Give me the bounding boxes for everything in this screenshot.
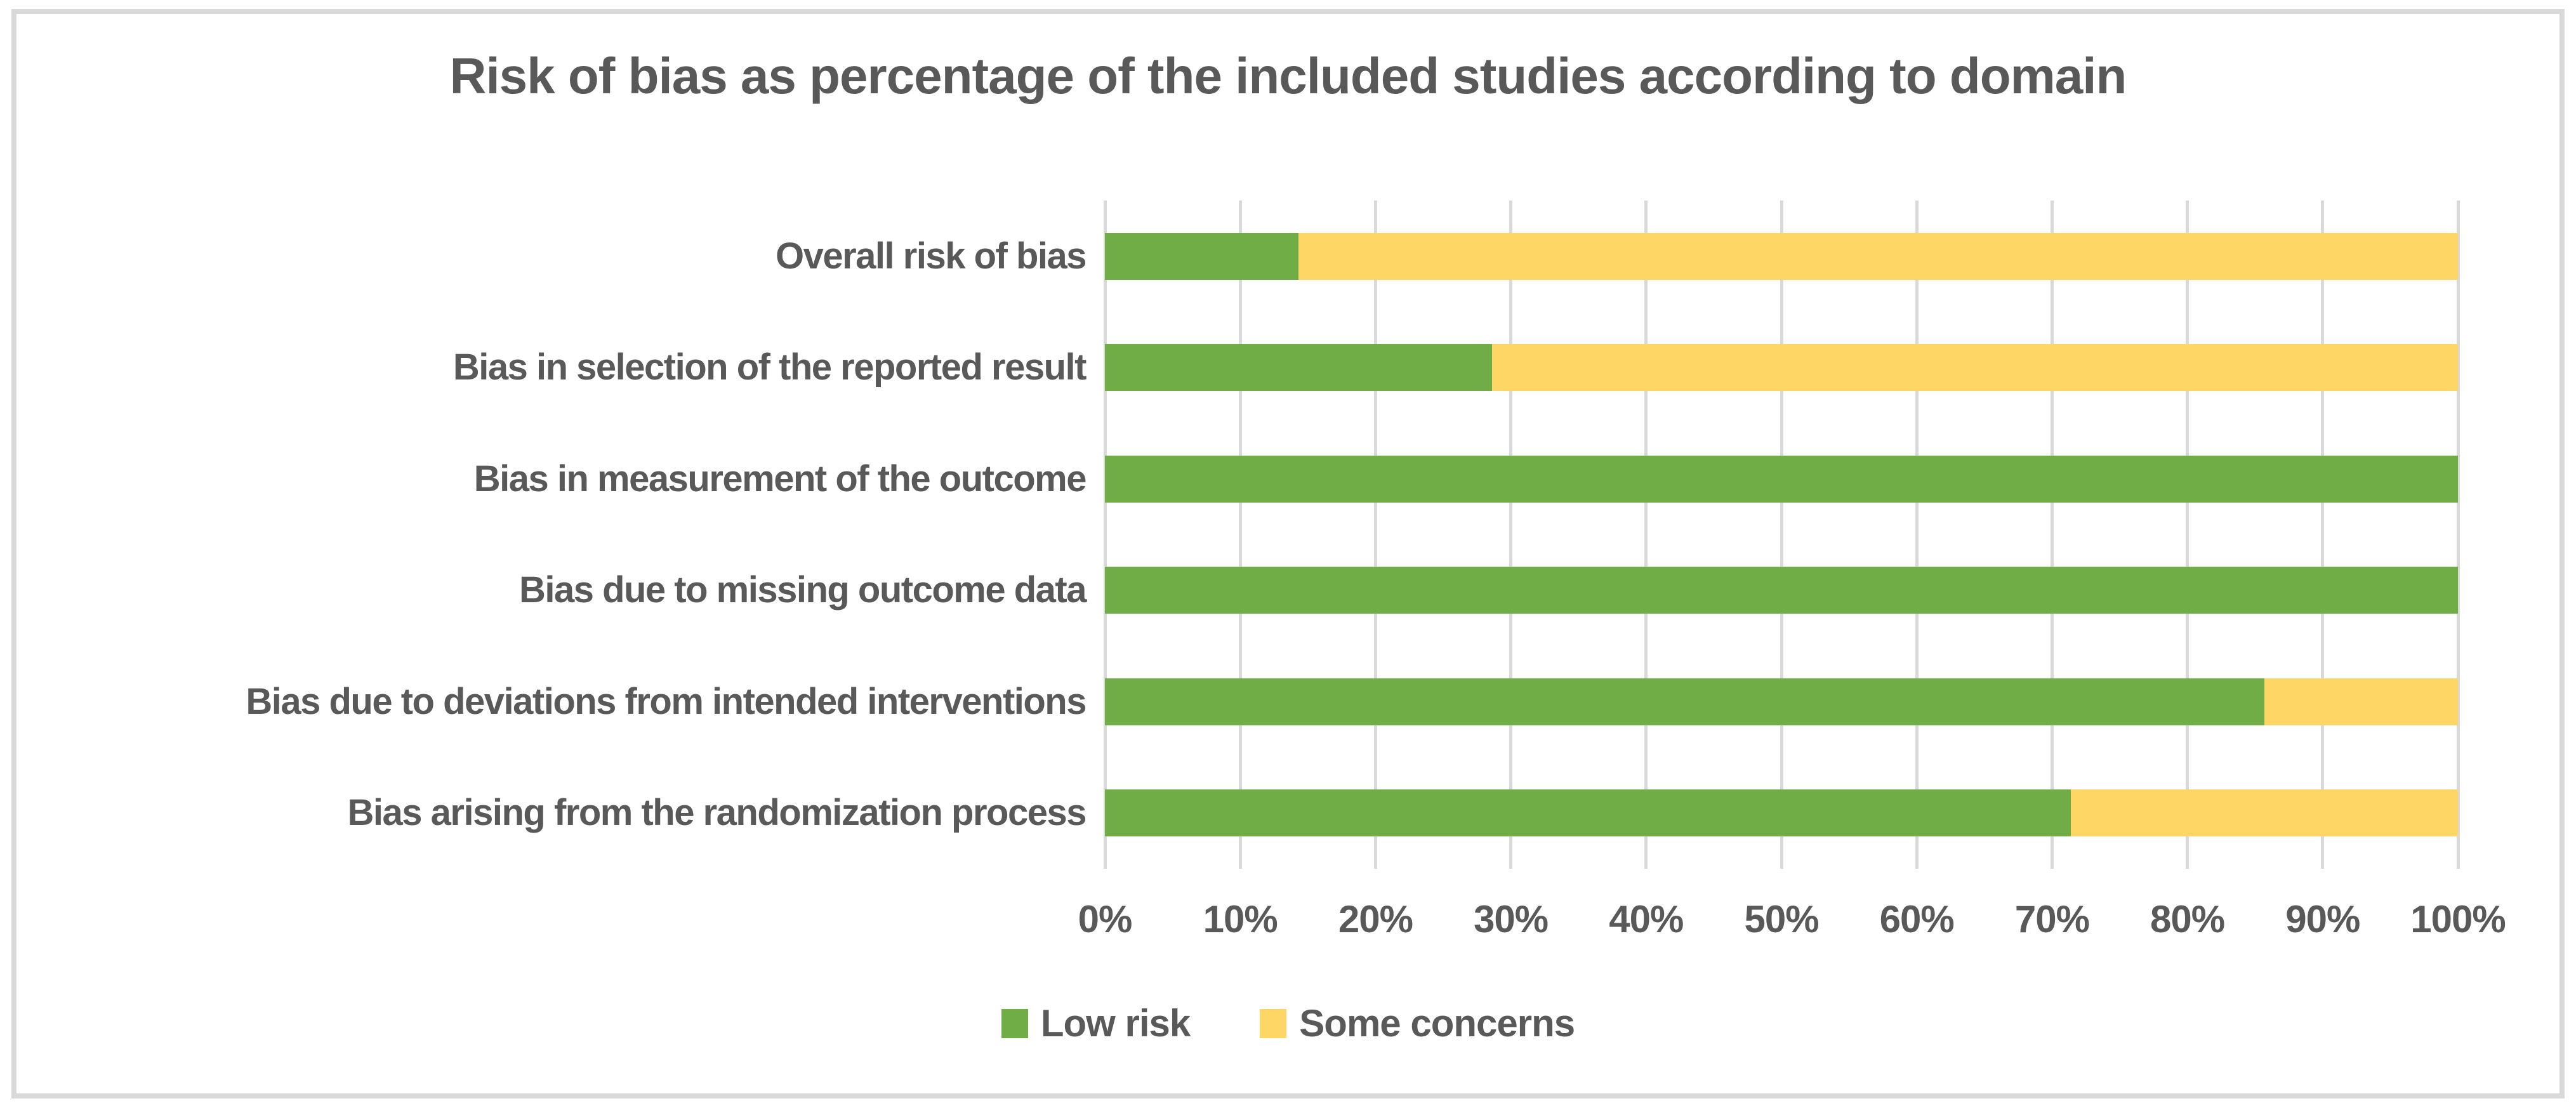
bar-segment-some-concerns (1298, 232, 2458, 280)
category-label: Bias in selection of the reported result (452, 346, 1087, 388)
gridline (2186, 201, 2190, 869)
gridline (1103, 201, 1107, 869)
bar-segment-some-concerns (2264, 678, 2458, 725)
bar-segment-low-risk (1105, 678, 2265, 725)
category-label: Overall risk of bias (775, 235, 1087, 277)
legend-label: Low risk (1040, 1002, 1191, 1045)
x-tick-label: 70% (2014, 898, 2090, 940)
bar-row (1105, 678, 2458, 725)
legend-item: Low risk (1001, 1001, 1191, 1045)
bar-segment-low-risk (1105, 232, 1298, 280)
legend-label: Some concerns (1299, 1002, 1575, 1045)
gridline (1780, 201, 1783, 869)
gridline (2321, 201, 2325, 869)
x-tick-label: 10% (1203, 898, 1278, 940)
bar-segment-some-concerns (2071, 789, 2458, 837)
bar-segment-low-risk (1105, 789, 2071, 837)
gridline (1509, 201, 1513, 869)
x-tick-label: 40% (1609, 898, 1684, 940)
legend-swatch-icon (1001, 1008, 1028, 1038)
x-tick-label: 60% (1879, 898, 1955, 940)
gridline (2456, 201, 2460, 869)
x-tick-label: 50% (1744, 898, 1819, 940)
gridline (1644, 201, 1648, 869)
x-tick-label: 80% (2150, 898, 2225, 940)
bar-segment-low-risk (1105, 567, 2458, 614)
x-tick-label: 90% (2285, 898, 2360, 940)
category-label: Bias in measurement of the outcome (473, 458, 1087, 499)
x-tick-label: 30% (1474, 898, 1549, 940)
bar-row (1105, 455, 2458, 503)
legend-item: Some concerns (1260, 1001, 1575, 1045)
gridline (1373, 201, 1377, 869)
bar-segment-low-risk (1105, 455, 2458, 503)
chart-frame: Risk of bias as percentage of the includ… (11, 9, 2565, 1098)
category-label: Bias due to deviations from intended int… (246, 680, 1087, 722)
gridline (1238, 201, 1242, 869)
x-tick-label: 20% (1338, 898, 1413, 940)
gridline (2050, 201, 2054, 869)
x-tick-label: 0% (1078, 898, 1133, 940)
category-label: Bias due to missing outcome data (519, 569, 1087, 611)
bar-segment-some-concerns (1491, 344, 2458, 392)
legend: Low risk Some concerns (17, 1001, 2559, 1045)
bar-row (1105, 344, 2458, 392)
x-tick-label: 100% (2410, 898, 2506, 940)
legend-swatch-icon (1260, 1008, 1287, 1038)
bar-row (1105, 232, 2458, 280)
bar-row (1105, 789, 2458, 837)
bar-row (1105, 567, 2458, 614)
plot-area (1103, 201, 2460, 869)
category-label: Bias arising from the randomization proc… (347, 792, 1087, 834)
bar-segment-low-risk (1105, 344, 1492, 392)
gridline (1915, 201, 1919, 869)
chart-title: Risk of bias as percentage of the includ… (449, 48, 2127, 104)
